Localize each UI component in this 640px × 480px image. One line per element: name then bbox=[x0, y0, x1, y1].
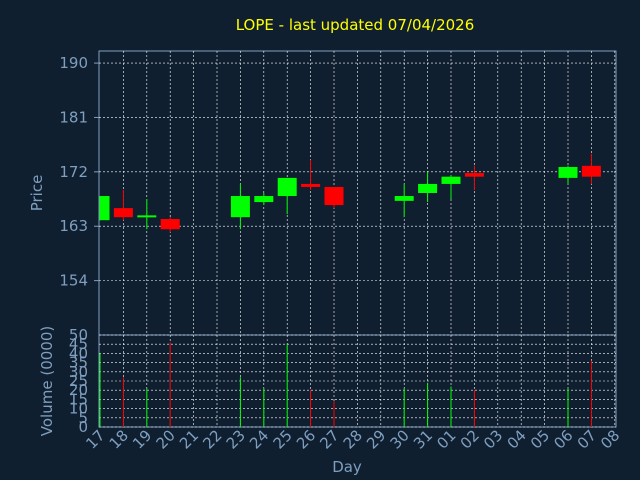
candle-18 bbox=[113, 189, 133, 221]
candle-body bbox=[394, 196, 414, 201]
x-tick-label: 23 bbox=[223, 426, 249, 452]
x-tick-label: 22 bbox=[199, 426, 225, 452]
candle-01 bbox=[441, 174, 461, 200]
candle-30 bbox=[394, 183, 414, 218]
candle-body bbox=[464, 173, 484, 177]
volume-tick-label: 40 bbox=[69, 344, 88, 362]
x-tick-label: 27 bbox=[316, 426, 342, 452]
candle-27 bbox=[324, 186, 344, 209]
x-tick-label: 07 bbox=[574, 426, 600, 452]
candle-17 bbox=[99, 196, 110, 221]
x-tick-label: 28 bbox=[340, 426, 366, 452]
volume-tick-label: 50 bbox=[69, 326, 88, 344]
candle-body bbox=[418, 183, 438, 193]
candle-02 bbox=[464, 165, 484, 190]
volume-axis-label: Volume (0000) bbox=[38, 326, 56, 436]
candle-20 bbox=[160, 217, 180, 233]
candle-06 bbox=[558, 165, 578, 184]
price-tick-label: 172 bbox=[59, 163, 88, 181]
grid-lines bbox=[99, 51, 616, 428]
x-tick-label: 26 bbox=[293, 426, 319, 452]
candle-19 bbox=[137, 199, 157, 230]
price-tick-label: 163 bbox=[59, 217, 88, 235]
x-tick-label: 02 bbox=[457, 426, 483, 452]
candle-body bbox=[301, 183, 321, 187]
volume-tick-label: 0 bbox=[78, 418, 88, 436]
x-axis-label: Day bbox=[332, 458, 362, 476]
volume-tick-label: 20 bbox=[69, 381, 88, 399]
candle-body bbox=[230, 196, 250, 218]
candle-07 bbox=[581, 153, 601, 184]
candle-31 bbox=[418, 171, 438, 203]
candle-body bbox=[324, 186, 344, 206]
x-tick-label: 04 bbox=[504, 426, 530, 452]
x-ticks: 1718192021222324252627282930310102030405… bbox=[82, 426, 623, 452]
candle-23 bbox=[230, 183, 250, 230]
x-tick-label: 08 bbox=[597, 426, 623, 452]
volume-tick-label: 15 bbox=[69, 390, 88, 408]
candle-25 bbox=[277, 177, 297, 215]
price-tick-label: 190 bbox=[59, 54, 88, 72]
x-tick-label: 24 bbox=[246, 426, 272, 452]
candle-body bbox=[137, 215, 157, 218]
x-tick-label: 18 bbox=[106, 426, 132, 452]
volume-tick-label: 10 bbox=[69, 400, 88, 418]
candle-body bbox=[581, 165, 601, 177]
price-axis-label: Price bbox=[28, 175, 46, 212]
volume-tick-label: 45 bbox=[69, 335, 88, 353]
price-ticks: 190 181 172 163 154 bbox=[59, 54, 99, 290]
chart-title: LOPE - last updated 07/04/2026 bbox=[236, 16, 475, 34]
candle-body bbox=[113, 208, 133, 218]
x-tick-label: 03 bbox=[480, 426, 506, 452]
candle-body bbox=[277, 177, 297, 197]
x-tick-label: 25 bbox=[270, 426, 296, 452]
x-tick-label: 05 bbox=[527, 426, 553, 452]
candle-body bbox=[254, 196, 274, 203]
x-tick-label: 01 bbox=[433, 426, 459, 452]
volume-tick-label: 25 bbox=[69, 372, 88, 390]
volume-bars bbox=[99, 342, 592, 427]
x-tick-label: 19 bbox=[129, 426, 155, 452]
candle-24 bbox=[254, 193, 274, 206]
volume-tick-label: 35 bbox=[69, 354, 88, 372]
x-tick-label: 06 bbox=[550, 426, 576, 452]
candle-body bbox=[441, 176, 461, 184]
x-tick-label: 21 bbox=[176, 426, 202, 452]
candles bbox=[99, 153, 601, 233]
x-tick-label: 31 bbox=[410, 426, 436, 452]
price-tick-label: 154 bbox=[59, 272, 88, 290]
candle-body bbox=[100, 196, 110, 221]
candle-body bbox=[160, 218, 180, 230]
x-tick-label: 29 bbox=[363, 426, 389, 452]
volume-tick-label: 30 bbox=[69, 363, 88, 381]
price-tick-label: 181 bbox=[59, 108, 88, 126]
x-tick-label: 30 bbox=[387, 426, 413, 452]
x-tick-label: 20 bbox=[153, 426, 179, 452]
volume-tick-label: 5 bbox=[78, 409, 88, 427]
candle-26 bbox=[301, 159, 321, 190]
candle-body bbox=[558, 167, 578, 178]
